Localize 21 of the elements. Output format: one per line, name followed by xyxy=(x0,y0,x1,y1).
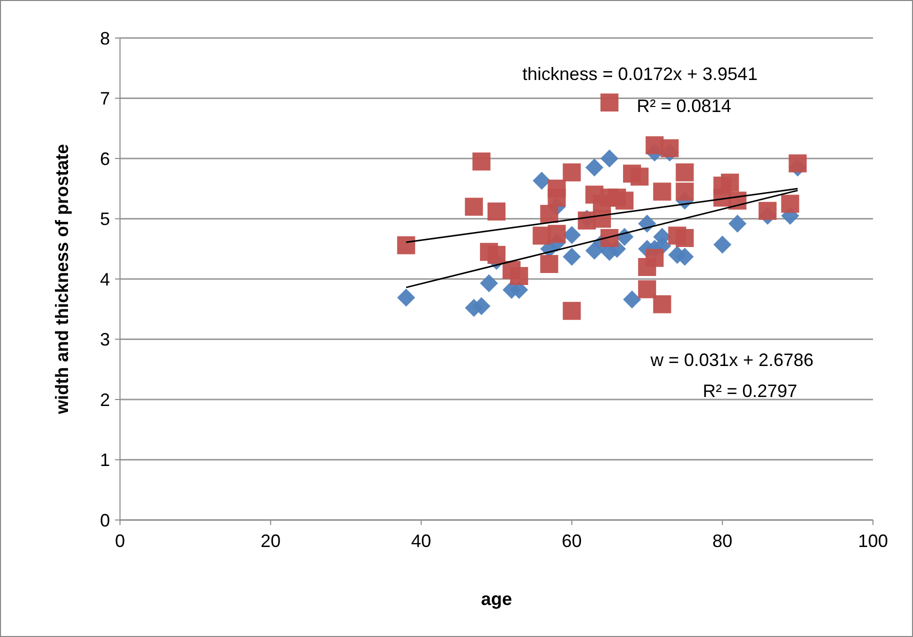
annotation: R² = 0.0814 xyxy=(636,96,732,116)
x-tick-label: 80 xyxy=(712,531,732,551)
annotation: thickness = 0.0172x + 3.9541 xyxy=(522,64,758,84)
y-tick-label: 0 xyxy=(100,510,110,530)
y-tick-label: 3 xyxy=(100,330,110,350)
annotation: R² = 0.2797 xyxy=(702,381,798,401)
x-tick-label: 100 xyxy=(858,531,888,551)
x-tick-label: 0 xyxy=(114,531,126,551)
annotation: w = 0.031x + 2.6786 xyxy=(649,350,814,370)
y-axis-title: width and thickness of prostate xyxy=(52,144,72,416)
y-tick-label: 2 xyxy=(100,390,110,410)
y-tick-label: 4 xyxy=(100,269,110,290)
x-tick-label: 60 xyxy=(562,531,582,551)
y-tick-label: 6 xyxy=(100,148,110,169)
x-tick-label: 40 xyxy=(411,531,432,551)
y-tick-label: 5 xyxy=(100,209,110,230)
x-tick-label: 20 xyxy=(260,531,281,551)
y-tick-label: 8 xyxy=(100,28,110,48)
x-axis-title: age xyxy=(480,589,512,609)
y-tick-label: 1 xyxy=(100,450,110,470)
y-tick-label: 7 xyxy=(100,88,110,109)
